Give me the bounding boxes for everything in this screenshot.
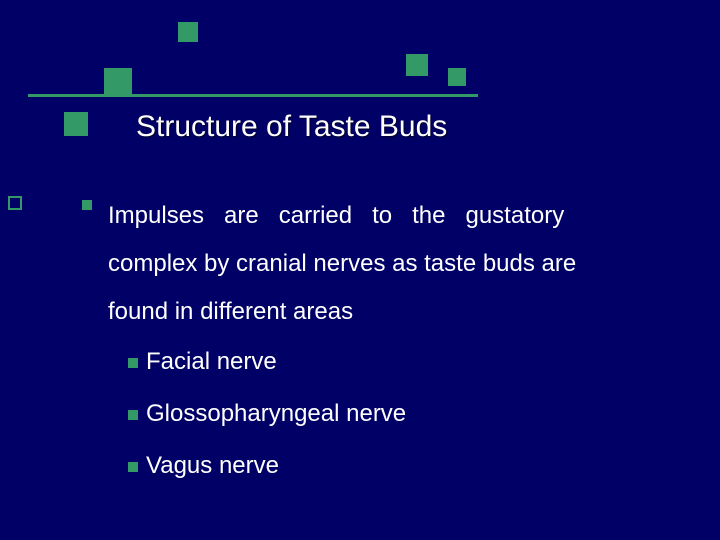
- decor-line: [28, 94, 478, 97]
- sub-bullet-item: Glossopharyngeal nerve: [128, 400, 406, 428]
- sub-bullet-label: Vagus nerve: [146, 452, 279, 479]
- side-accent-square: [8, 196, 22, 210]
- decor-square: [406, 54, 428, 76]
- decor-square: [104, 68, 132, 96]
- bullet-icon: [128, 462, 138, 472]
- main-bullet-line: complex by cranial nerves as taste buds …: [108, 240, 576, 288]
- bullet-icon: [128, 410, 138, 420]
- main-bullet-text: Impulses are carried to the gustatorycom…: [108, 192, 576, 336]
- bullet-icon: [128, 358, 138, 368]
- bullet-icon: [82, 200, 92, 210]
- decor-square: [178, 22, 198, 42]
- slide-title: Structure of Taste Buds: [136, 110, 447, 144]
- sub-bullet-label: Facial nerve: [146, 348, 277, 375]
- sub-bullet-label: Glossopharyngeal nerve: [146, 400, 406, 427]
- decor-square: [64, 112, 88, 136]
- sub-bullet-item: Vagus nerve: [128, 452, 279, 480]
- main-bullet-line: Impulses are carried to the gustatory: [108, 192, 576, 240]
- sub-bullet-item: Facial nerve: [128, 348, 277, 376]
- decor-square: [448, 68, 466, 86]
- main-bullet-line: found in different areas: [108, 288, 576, 336]
